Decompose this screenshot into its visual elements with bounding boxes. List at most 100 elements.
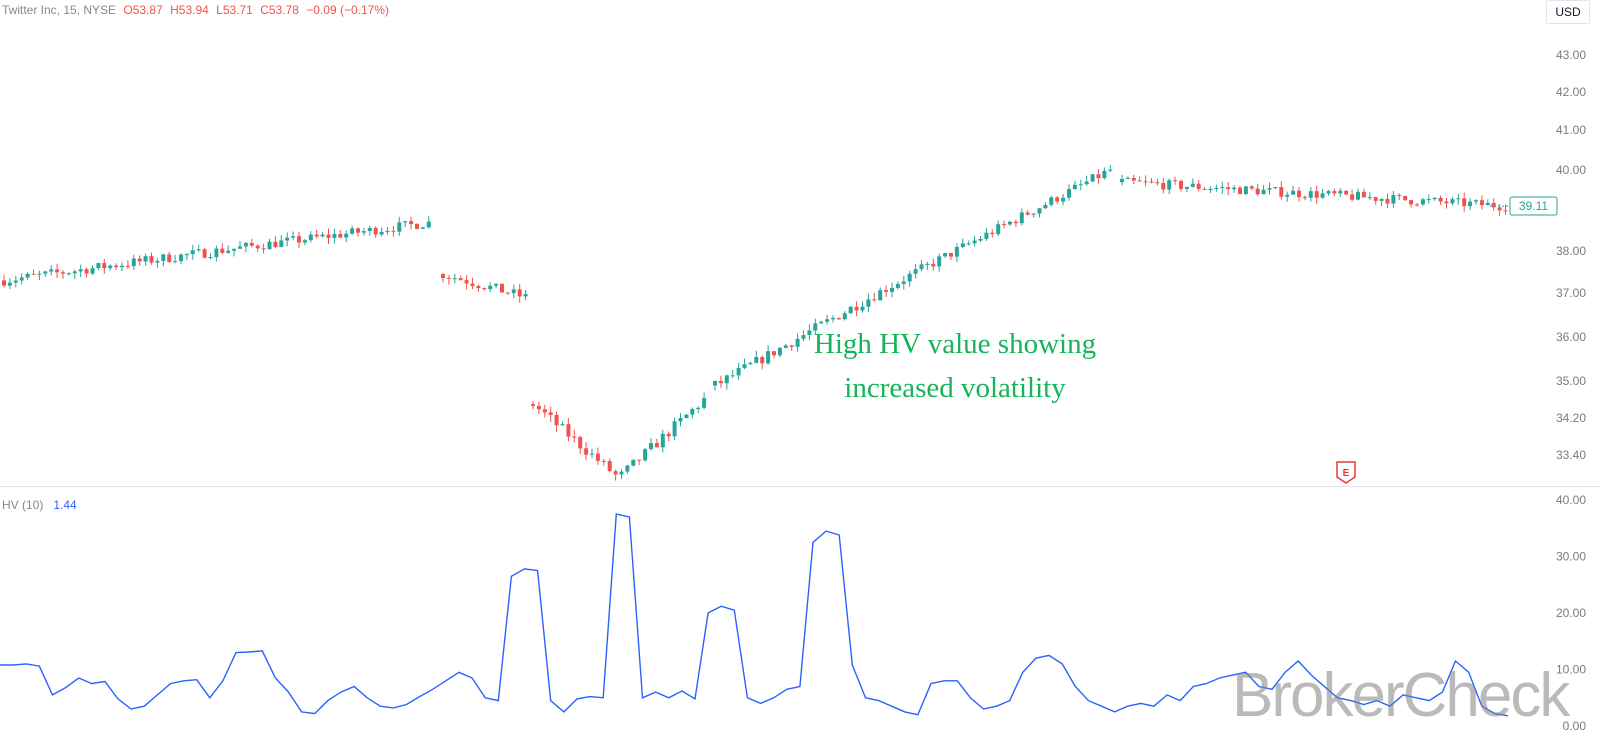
- candle-body: [184, 254, 189, 256]
- candle-body: [1332, 191, 1337, 194]
- candle-body: [220, 248, 225, 253]
- candle-body: [1479, 200, 1484, 206]
- candle-body: [202, 249, 207, 258]
- candle-body: [813, 323, 818, 331]
- candle-body: [1373, 197, 1378, 201]
- close-value: C53.78: [260, 3, 299, 17]
- candle-body: [1137, 180, 1142, 182]
- candle-body: [978, 238, 983, 241]
- candle-body: [155, 260, 160, 263]
- candle-body: [890, 287, 894, 292]
- candle-body: [1444, 201, 1449, 204]
- candle-body: [1043, 204, 1048, 209]
- candle-body: [990, 232, 995, 235]
- candle-body: [1308, 191, 1313, 198]
- candle-body: [403, 221, 408, 223]
- candle-body: [78, 269, 83, 272]
- candle-body: [1456, 198, 1461, 200]
- candle-body: [255, 245, 260, 249]
- candle-body: [996, 224, 1001, 235]
- candle-body: [1120, 178, 1124, 183]
- hv-tick-label: 40.00: [1556, 493, 1586, 507]
- candle-body: [866, 299, 871, 307]
- candle-body: [1196, 183, 1201, 189]
- candle-body: [1061, 197, 1066, 202]
- candle-body: [273, 241, 278, 248]
- candle-body: [1155, 182, 1160, 184]
- candle-body: [297, 236, 301, 243]
- candle-body: [1243, 186, 1248, 195]
- candle-body: [326, 234, 331, 238]
- earnings-marker[interactable]: E: [1336, 461, 1356, 484]
- candle-body: [114, 265, 119, 268]
- candle-body: [631, 459, 636, 466]
- candles-group: [2, 164, 1508, 481]
- candle-body: [226, 250, 231, 253]
- candle-body: [356, 228, 360, 233]
- candle-body: [25, 273, 30, 278]
- candle-body: [1344, 190, 1349, 195]
- candle-body: [1167, 180, 1172, 190]
- candle-body: [1426, 199, 1431, 201]
- candle-body: [488, 285, 493, 290]
- candle-body: [1255, 188, 1260, 195]
- candle-body: [760, 357, 765, 364]
- candle-body: [1409, 200, 1414, 205]
- candle-body: [285, 237, 290, 241]
- candle-body: [1238, 187, 1242, 195]
- candle-body: [925, 263, 930, 265]
- candle-body: [173, 261, 178, 263]
- candle-body: [972, 240, 977, 244]
- candle-body: [1415, 204, 1419, 206]
- candle-body: [1037, 208, 1042, 214]
- candle-body: [742, 364, 747, 368]
- candle-body: [279, 240, 284, 248]
- candle-body: [137, 258, 142, 262]
- candle-body: [954, 246, 959, 257]
- candle-body: [391, 230, 396, 232]
- candle-body: [190, 250, 195, 255]
- candle-body: [848, 306, 853, 314]
- candle-body: [1503, 210, 1508, 212]
- candle-body: [1338, 190, 1343, 194]
- candle-body: [878, 290, 883, 301]
- candle-body: [302, 240, 307, 243]
- candle-body: [1220, 187, 1225, 189]
- candle-body: [161, 254, 166, 261]
- last-price-label: 39.11: [1519, 199, 1548, 213]
- candle-body: [560, 424, 565, 426]
- candle-body: [937, 256, 942, 267]
- candle-body: [108, 265, 113, 269]
- candle-body: [949, 253, 953, 257]
- candle-body: [654, 443, 659, 448]
- candle-body: [314, 234, 319, 237]
- candle-body: [531, 404, 535, 406]
- candle-body: [1297, 190, 1301, 198]
- candle-body: [464, 280, 469, 284]
- candle-body: [931, 263, 936, 267]
- candle-body: [572, 436, 577, 438]
- candle-body: [1438, 197, 1443, 202]
- candle-body: [61, 272, 65, 274]
- open-value: O53.87: [123, 3, 163, 17]
- earnings-marker-label: E: [1343, 468, 1350, 479]
- candle-body: [730, 375, 735, 377]
- candle-body: [943, 253, 948, 257]
- candle-body: [1202, 188, 1207, 190]
- candle-body: [842, 313, 847, 320]
- candle-body: [338, 233, 343, 238]
- candle-body: [713, 380, 717, 386]
- candle-body: [320, 234, 325, 237]
- indicator-value: 1.44: [53, 498, 77, 512]
- candle-body: [1497, 207, 1502, 211]
- candle-body: [452, 278, 457, 280]
- candle-body: [884, 290, 889, 292]
- candle-body: [724, 375, 729, 384]
- candle-body: [196, 249, 201, 251]
- candle-body: [907, 273, 912, 282]
- candle-body: [789, 345, 794, 347]
- candle-body: [517, 289, 522, 297]
- currency-button[interactable]: USD: [1546, 0, 1590, 24]
